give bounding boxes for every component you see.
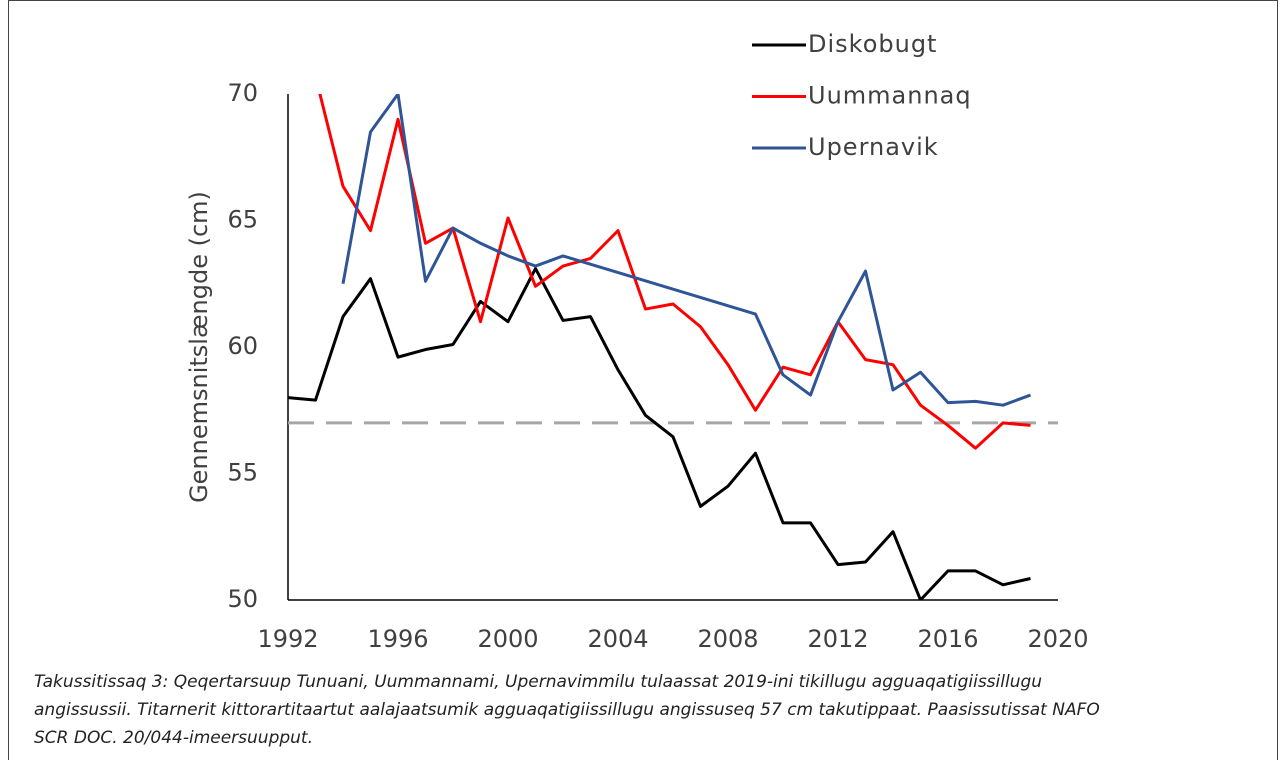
caption-line: SCR DOC. 20/044-imeersuupput. — [34, 728, 313, 748]
legend-label: Uummannaq — [808, 82, 972, 110]
x-tick-label: 1996 — [367, 625, 428, 653]
series-line — [318, 94, 1031, 450]
x-tick-label: 2016 — [917, 625, 978, 653]
y-tick-label: 70 — [227, 79, 258, 107]
x-tick-label: 2020 — [1027, 625, 1088, 653]
caption-line: angissussii. Titarnerit kittorartitaartu… — [34, 700, 1100, 720]
x-tick-label: 2012 — [807, 625, 868, 653]
legend-label: Upernavik — [808, 133, 939, 161]
legend-label: Diskobugt — [808, 30, 937, 58]
chart: Gennemsnitslængde (cm) 50 55 60 65 70 1992 199… — [185, 30, 1089, 653]
y-tick-label: 60 — [227, 332, 258, 360]
series-line — [288, 267, 1031, 600]
frame — [8, 0, 1278, 760]
x-tick-label: 2008 — [697, 625, 758, 653]
caption: Takussitissaq 3: Qeqertarsuup Tunuani, U… — [34, 668, 1100, 752]
y-tick-label: 55 — [227, 459, 258, 487]
caption-line: Takussitissaq 3: Qeqertarsuup Tunuani, U… — [34, 672, 1043, 692]
y-tick-label: 50 — [227, 585, 258, 613]
x-tick-label: 2004 — [587, 625, 648, 653]
series-line — [341, 94, 1032, 407]
y-axis-label: Gennemsnitslængde (cm) — [185, 191, 213, 503]
x-tick-label: 1992 — [257, 625, 318, 653]
x-tick-label: 2000 — [477, 625, 538, 653]
y-tick-label: 65 — [227, 206, 258, 234]
